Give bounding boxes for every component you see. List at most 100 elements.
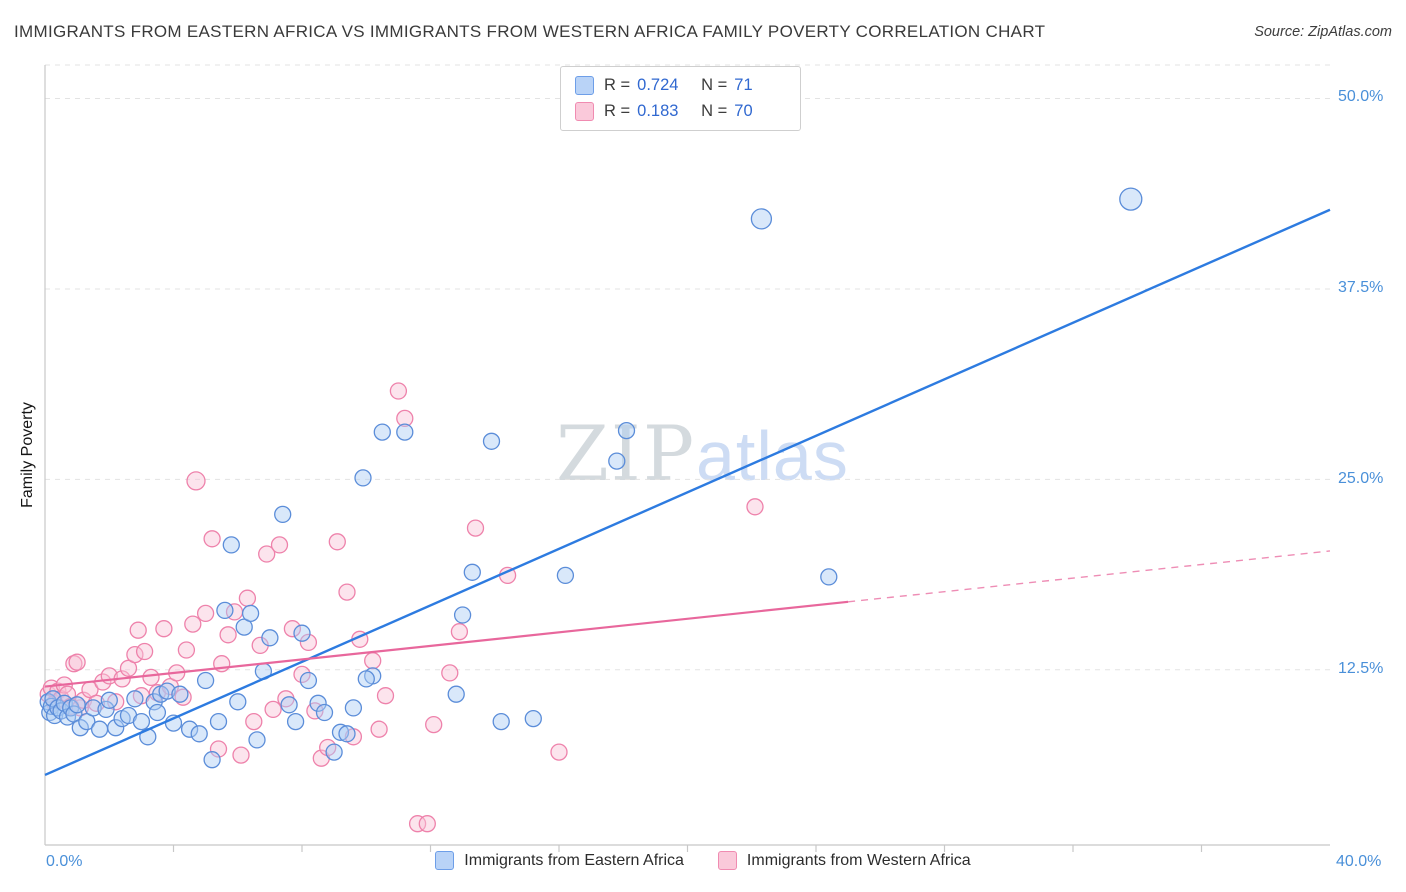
data-point[interactable] (408, 815, 427, 833)
data-point[interactable] (97, 700, 115, 719)
data-point[interactable] (482, 432, 501, 450)
n-label: N = (701, 76, 728, 94)
chart-title: IMMIGRANTS FROM EASTERN AFRICA VS IMMIGR… (14, 22, 1046, 41)
data-point[interactable] (209, 740, 228, 758)
data-point[interactable] (293, 665, 311, 684)
data-point[interactable] (68, 653, 86, 671)
data-point[interactable] (135, 642, 154, 661)
data-point[interactable] (222, 536, 240, 554)
data-point[interactable] (261, 629, 279, 647)
data-point[interactable] (328, 533, 346, 551)
data-point[interactable] (325, 743, 343, 761)
data-point[interactable] (270, 536, 289, 554)
data-point[interactable] (126, 690, 144, 708)
data-point[interactable] (258, 545, 276, 563)
data-point[interactable] (466, 519, 485, 537)
data-point[interactable] (171, 685, 189, 703)
data-point[interactable] (126, 645, 144, 664)
legend-row-eastern: R = 0.724 N = 71 (575, 76, 782, 95)
data-point[interactable] (132, 712, 151, 731)
data-point[interactable] (286, 712, 305, 731)
data-point[interactable] (107, 719, 125, 737)
data-point[interactable] (357, 670, 375, 688)
data-point[interactable] (396, 423, 414, 441)
data-point[interactable] (174, 688, 192, 706)
data-point[interactable] (447, 685, 465, 703)
data-point[interactable] (524, 709, 542, 728)
data-point[interactable] (203, 751, 221, 769)
data-point[interactable] (338, 725, 356, 743)
legend-row-western: R = 0.183 N = 70 (575, 102, 782, 121)
data-point[interactable] (550, 743, 568, 761)
data-point[interactable] (309, 694, 327, 712)
data-point[interactable] (248, 731, 266, 749)
data-point[interactable] (354, 469, 372, 487)
data-point[interactable] (750, 208, 773, 230)
data-point[interactable] (44, 690, 62, 708)
data-point[interactable] (608, 452, 626, 470)
data-point[interactable] (190, 725, 208, 743)
data-point[interactable] (90, 720, 109, 738)
data-point[interactable] (373, 423, 391, 441)
r-label: R = (604, 76, 631, 94)
data-point[interactable] (331, 723, 350, 741)
data-point[interactable] (184, 615, 202, 633)
data-point[interactable] (180, 720, 199, 738)
x-max-label: 40.0% (1336, 853, 1382, 870)
data-point[interactable] (196, 604, 215, 623)
data-point[interactable] (186, 471, 206, 491)
data-point[interactable] (209, 712, 228, 731)
bottom-legend: Immigrants from Eastern Africa Immigrant… (0, 851, 1406, 870)
data-point[interactable] (148, 703, 167, 722)
data-point[interactable] (264, 700, 282, 719)
data-point[interactable] (376, 687, 395, 705)
data-point[interactable] (315, 703, 334, 722)
data-point[interactable] (338, 583, 356, 601)
data-point[interactable] (229, 693, 247, 711)
data-point[interactable] (453, 606, 472, 624)
data-point[interactable] (396, 409, 414, 428)
data-point[interactable] (232, 746, 250, 764)
data-point[interactable] (1119, 187, 1143, 211)
data-point[interactable] (177, 641, 196, 659)
data-point[interactable] (463, 563, 481, 581)
data-point[interactable] (71, 719, 89, 737)
data-point[interactable] (245, 712, 263, 731)
data-point[interactable] (142, 668, 160, 687)
data-point[interactable] (283, 620, 302, 638)
data-point[interactable] (617, 421, 636, 440)
data-point[interactable] (492, 712, 510, 731)
source-label: Source: ZipAtlas.com (1254, 24, 1392, 40)
data-point[interactable] (820, 568, 838, 586)
data-point[interactable] (344, 699, 363, 717)
data-point[interactable] (450, 623, 469, 641)
legend-label-western: Immigrants from Western Africa (746, 851, 971, 869)
data-point[interactable] (219, 626, 237, 644)
data-point[interactable] (441, 664, 459, 682)
data-point[interactable] (129, 621, 147, 639)
data-point[interactable] (280, 696, 298, 714)
data-point[interactable] (293, 624, 311, 642)
data-point[interactable] (746, 498, 764, 516)
data-point[interactable] (241, 604, 260, 623)
data-point[interactable] (216, 601, 234, 620)
data-point[interactable] (389, 382, 408, 400)
data-point[interactable] (556, 566, 575, 585)
data-point[interactable] (299, 633, 318, 652)
data-point[interactable] (100, 691, 118, 709)
data-point[interactable] (84, 699, 102, 717)
data-point[interactable] (155, 620, 173, 638)
data-point[interactable] (158, 682, 176, 700)
data-point[interactable] (299, 671, 318, 690)
data-point[interactable] (238, 589, 257, 607)
data-point[interactable] (425, 715, 443, 734)
data-point[interactable] (196, 671, 215, 690)
data-point[interactable] (274, 505, 292, 524)
data-point[interactable] (418, 815, 436, 833)
legend-item-eastern: Immigrants from Eastern Africa (435, 851, 684, 870)
data-point[interactable] (370, 720, 388, 738)
data-point[interactable] (203, 530, 221, 548)
data-point[interactable] (364, 652, 382, 670)
data-point[interactable] (68, 696, 86, 714)
